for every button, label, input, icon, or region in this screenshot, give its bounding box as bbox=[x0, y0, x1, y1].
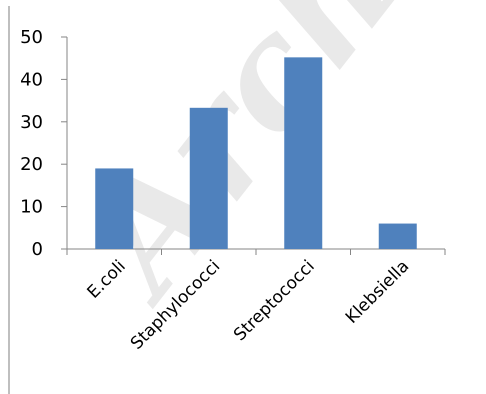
x-category-label: Klebsiella bbox=[342, 256, 413, 327]
bar-e-coli bbox=[95, 168, 133, 249]
bar-streptococci bbox=[284, 57, 322, 249]
y-tick-label: 0 bbox=[32, 239, 43, 260]
bar-staphylococci bbox=[190, 108, 228, 249]
x-category-label: Streptococci bbox=[230, 256, 319, 345]
y-tick-label: 20 bbox=[20, 154, 43, 175]
y-tick-label: 40 bbox=[20, 69, 43, 90]
y-tick-label: 50 bbox=[20, 27, 43, 48]
y-tick-label: 30 bbox=[20, 112, 43, 133]
bar-klebsiella bbox=[379, 224, 417, 249]
y-tick-label: 10 bbox=[20, 197, 43, 218]
